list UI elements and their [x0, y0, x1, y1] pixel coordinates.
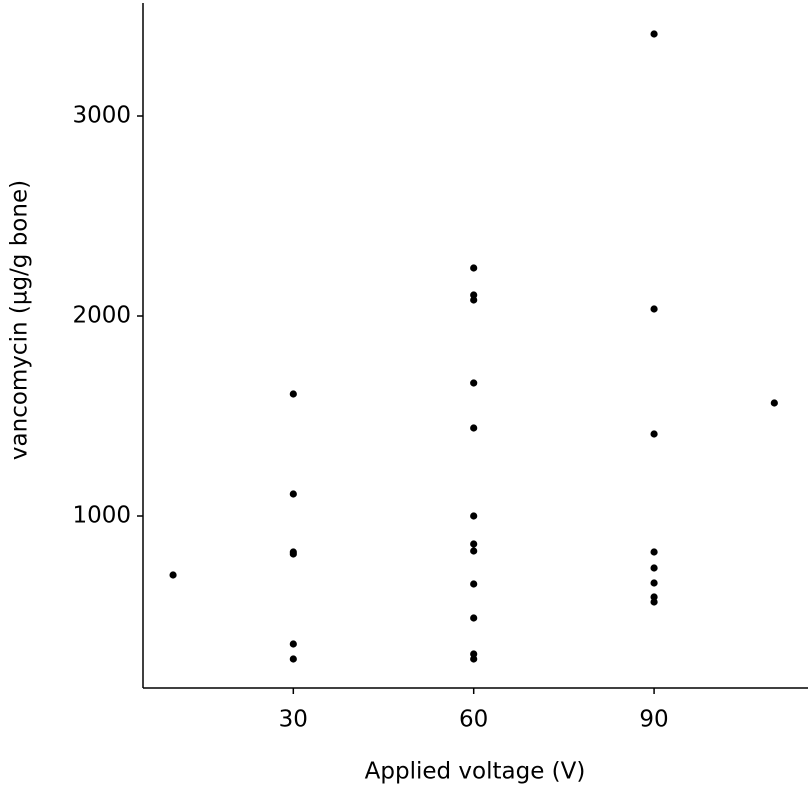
point	[470, 580, 478, 588]
point	[470, 547, 478, 555]
point	[470, 424, 478, 432]
y-axis-label: vancomycin (µg/g bone)	[7, 180, 33, 460]
point	[650, 548, 658, 556]
point	[650, 579, 658, 587]
point	[470, 540, 478, 548]
point	[289, 655, 297, 663]
point	[289, 490, 297, 498]
point	[289, 390, 297, 398]
point	[470, 296, 478, 304]
x-tick-label: 60	[459, 707, 488, 733]
point	[650, 430, 658, 438]
point	[289, 550, 297, 558]
point	[650, 598, 658, 606]
point	[470, 650, 478, 658]
y-tick-label: 3000	[72, 103, 131, 129]
x-axis-label: Applied voltage (V)	[365, 759, 586, 785]
point	[470, 379, 478, 387]
point	[289, 640, 297, 648]
point	[650, 564, 658, 572]
x-tick-label: 30	[279, 707, 308, 733]
point	[470, 655, 478, 663]
y-tick-label: 1000	[72, 503, 131, 529]
point	[470, 291, 478, 299]
point	[169, 571, 177, 579]
point	[770, 399, 778, 407]
x-tick-label: 90	[639, 707, 668, 733]
point	[470, 264, 478, 272]
point	[650, 305, 658, 313]
point	[650, 593, 658, 601]
point	[650, 30, 658, 38]
y-tick-label: 2000	[72, 303, 131, 329]
point	[470, 614, 478, 622]
point	[470, 512, 478, 520]
